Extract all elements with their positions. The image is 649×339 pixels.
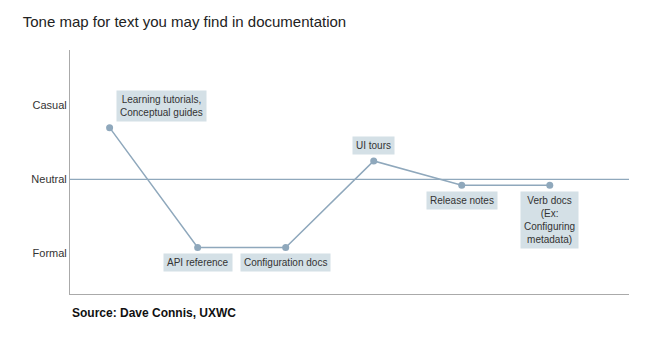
svg-text:Source: Dave Connis, UXWC: Source: Dave Connis, UXWC (72, 306, 236, 320)
svg-text:Release notes: Release notes (430, 195, 494, 206)
svg-text:API reference: API reference (167, 257, 229, 268)
svg-text:Tone map for text you may find: Tone map for text you may find in docume… (23, 13, 347, 30)
svg-text:UI tours: UI tours (356, 140, 391, 151)
svg-text:Configuration docs: Configuration docs (244, 257, 327, 268)
svg-text:Learning tutorials,Conceptual: Learning tutorials,Conceptual guides (120, 94, 203, 118)
svg-text:Neutral: Neutral (31, 173, 66, 185)
svg-text:Verb docs(Ex:Configuringmetada: Verb docs(Ex:Configuringmetadata) (524, 195, 575, 245)
svg-text:Formal: Formal (33, 247, 67, 259)
svg-text:Casual: Casual (33, 99, 67, 111)
